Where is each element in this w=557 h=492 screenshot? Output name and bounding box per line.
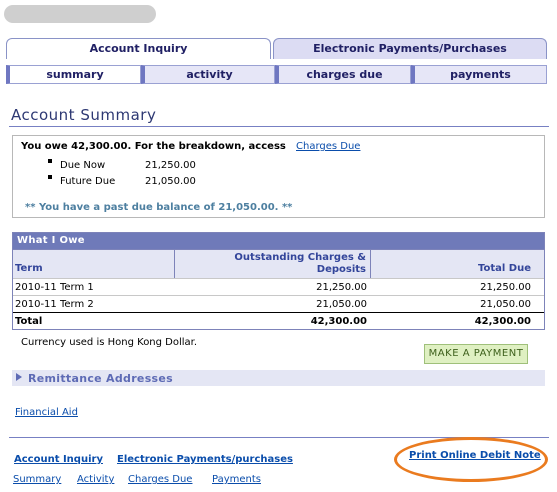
footer-link-payments[interactable]: Payments bbox=[212, 474, 261, 485]
term-cell: 2010-11 Term 2 bbox=[15, 299, 94, 310]
due-now-label: Due Now bbox=[60, 160, 106, 171]
footer-link-account-inquiry[interactable]: Account Inquiry bbox=[14, 454, 103, 465]
term-cell: 2010-11 Term 1 bbox=[15, 282, 94, 293]
footer-divider bbox=[9, 437, 549, 438]
subtab-payments[interactable]: payments bbox=[411, 65, 547, 84]
total-cell: 21,250.00 bbox=[480, 282, 531, 293]
currency-note: Currency used is Hong Kong Dollar. bbox=[21, 337, 198, 348]
bullet-icon bbox=[48, 175, 52, 179]
total-outstanding: 42,300.00 bbox=[310, 316, 367, 327]
footer-link-summary[interactable]: Summary bbox=[13, 474, 62, 485]
financial-aid-link[interactable]: Financial Aid bbox=[15, 407, 78, 418]
footer-link-electronic-payments[interactable]: Electronic Payments/purchases bbox=[117, 454, 293, 465]
future-due-value: 21,050.00 bbox=[145, 176, 196, 187]
grid-title: What I Owe bbox=[13, 233, 544, 249]
tab-electronic-payments[interactable]: Electronic Payments/Purchases bbox=[273, 38, 547, 59]
tab-account-inquiry[interactable]: Account Inquiry bbox=[6, 38, 271, 59]
table-row: 2010-11 Term 2 21,050.00 21,050.00 bbox=[13, 295, 544, 312]
footer-link-charges-due[interactable]: Charges Due bbox=[128, 474, 193, 485]
total-due: 42,300.00 bbox=[474, 316, 531, 327]
due-now-value: 21,250.00 bbox=[145, 160, 196, 171]
past-due-notice: ** You have a past due balance of 21,050… bbox=[25, 202, 293, 213]
remittance-addresses-collapsible[interactable]: Remittance Addresses bbox=[12, 370, 545, 386]
balance-summary-box: You owe 42,300.00. For the breakdown, ac… bbox=[12, 135, 545, 218]
what-i-owe-grid: What I Owe Term Outstanding Charges & De… bbox=[12, 232, 545, 330]
subtab-summary[interactable]: summary bbox=[6, 65, 141, 84]
amount-owed-text: You owe 42,300.00. For the breakdown, ac… bbox=[21, 141, 286, 152]
future-due-label: Future Due bbox=[60, 176, 116, 187]
bullet-icon bbox=[48, 159, 52, 163]
expand-arrow-icon bbox=[16, 373, 22, 381]
header-outstanding: Outstanding Charges & Deposits bbox=[175, 250, 371, 278]
table-row: 2010-11 Term 1 21,250.00 21,250.00 bbox=[13, 278, 544, 295]
header-total-due: Total Due bbox=[477, 263, 531, 274]
user-name-redacted bbox=[4, 5, 156, 23]
subtab-activity[interactable]: activity bbox=[141, 65, 275, 84]
outstanding-cell: 21,050.00 bbox=[316, 299, 367, 310]
title-divider bbox=[9, 126, 549, 127]
header-term: Term bbox=[13, 250, 175, 278]
highlight-circle bbox=[394, 437, 548, 482]
charges-due-link[interactable]: Charges Due bbox=[296, 141, 361, 152]
subtab-charges-due[interactable]: charges due bbox=[275, 65, 411, 84]
make-payment-button[interactable]: MAKE A PAYMENT bbox=[424, 344, 528, 364]
table-total-row: Total 42,300.00 42,300.00 bbox=[13, 312, 544, 329]
footer-link-activity[interactable]: Activity bbox=[77, 474, 115, 485]
outstanding-cell: 21,250.00 bbox=[316, 282, 367, 293]
total-label: Total bbox=[15, 316, 43, 327]
total-cell: 21,050.00 bbox=[480, 299, 531, 310]
page-title: Account Summary bbox=[11, 106, 157, 124]
grid-header-row: Term Outstanding Charges & Deposits Tota… bbox=[13, 249, 544, 278]
remittance-label: Remittance Addresses bbox=[28, 372, 173, 385]
